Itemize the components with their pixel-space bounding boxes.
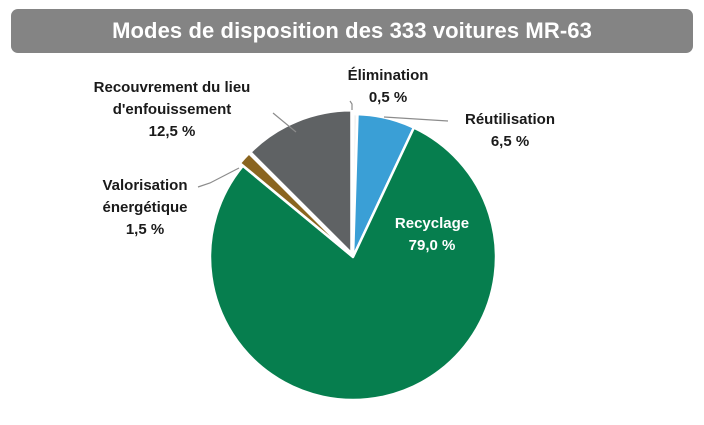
leader-line-4 (272, 112, 297, 133)
leader-line-0 (349, 100, 353, 110)
slice-label-4: Recouvrement du lieu d'enfouissement 12,5 … (94, 79, 251, 140)
slice-label-line: 6,5 % (491, 133, 529, 150)
slice-label-1: Réutilisation 6,5 % (465, 111, 555, 150)
slice-labels: Élimination 0,5 % Réutilisation 6,5 % Recycl… (94, 67, 555, 254)
pie-slices (208, 109, 498, 402)
slice-label-line: Recyclage (395, 215, 469, 232)
slice-label-line: Élimination (348, 67, 429, 84)
chart-title: Modes de disposition des 333 voitures MR… (112, 18, 592, 43)
slice-label-line: 0,5 % (369, 89, 407, 106)
slice-label-line: Valorisation (102, 177, 187, 194)
slice-label-line: Recouvrement du lieu (94, 79, 251, 96)
pie-slice-4 (249, 109, 353, 255)
pie-slice-3 (238, 151, 352, 256)
leader-lines (197, 100, 449, 188)
slice-label-3: Valorisation énergétique 1,5 % (102, 177, 187, 238)
slice-label-2: Recyclage 79,0 % (395, 215, 469, 254)
leader-line-3 (197, 167, 240, 188)
slice-label-line: 79,0 % (409, 237, 456, 254)
leader-line-1 (383, 116, 449, 122)
pie-slice-2 (208, 126, 498, 402)
slice-label-line: énergétique (102, 199, 187, 216)
slice-label-line: Réutilisation (465, 111, 555, 128)
slice-label-line: 12,5 % (149, 123, 196, 140)
slice-label-0: Élimination 0,5 % (348, 67, 429, 106)
slice-label-line: 1,5 % (126, 221, 164, 238)
chart-title-bar: Modes de disposition des 333 voitures MR… (11, 9, 693, 53)
slice-label-line: d'enfouissement (113, 101, 232, 118)
